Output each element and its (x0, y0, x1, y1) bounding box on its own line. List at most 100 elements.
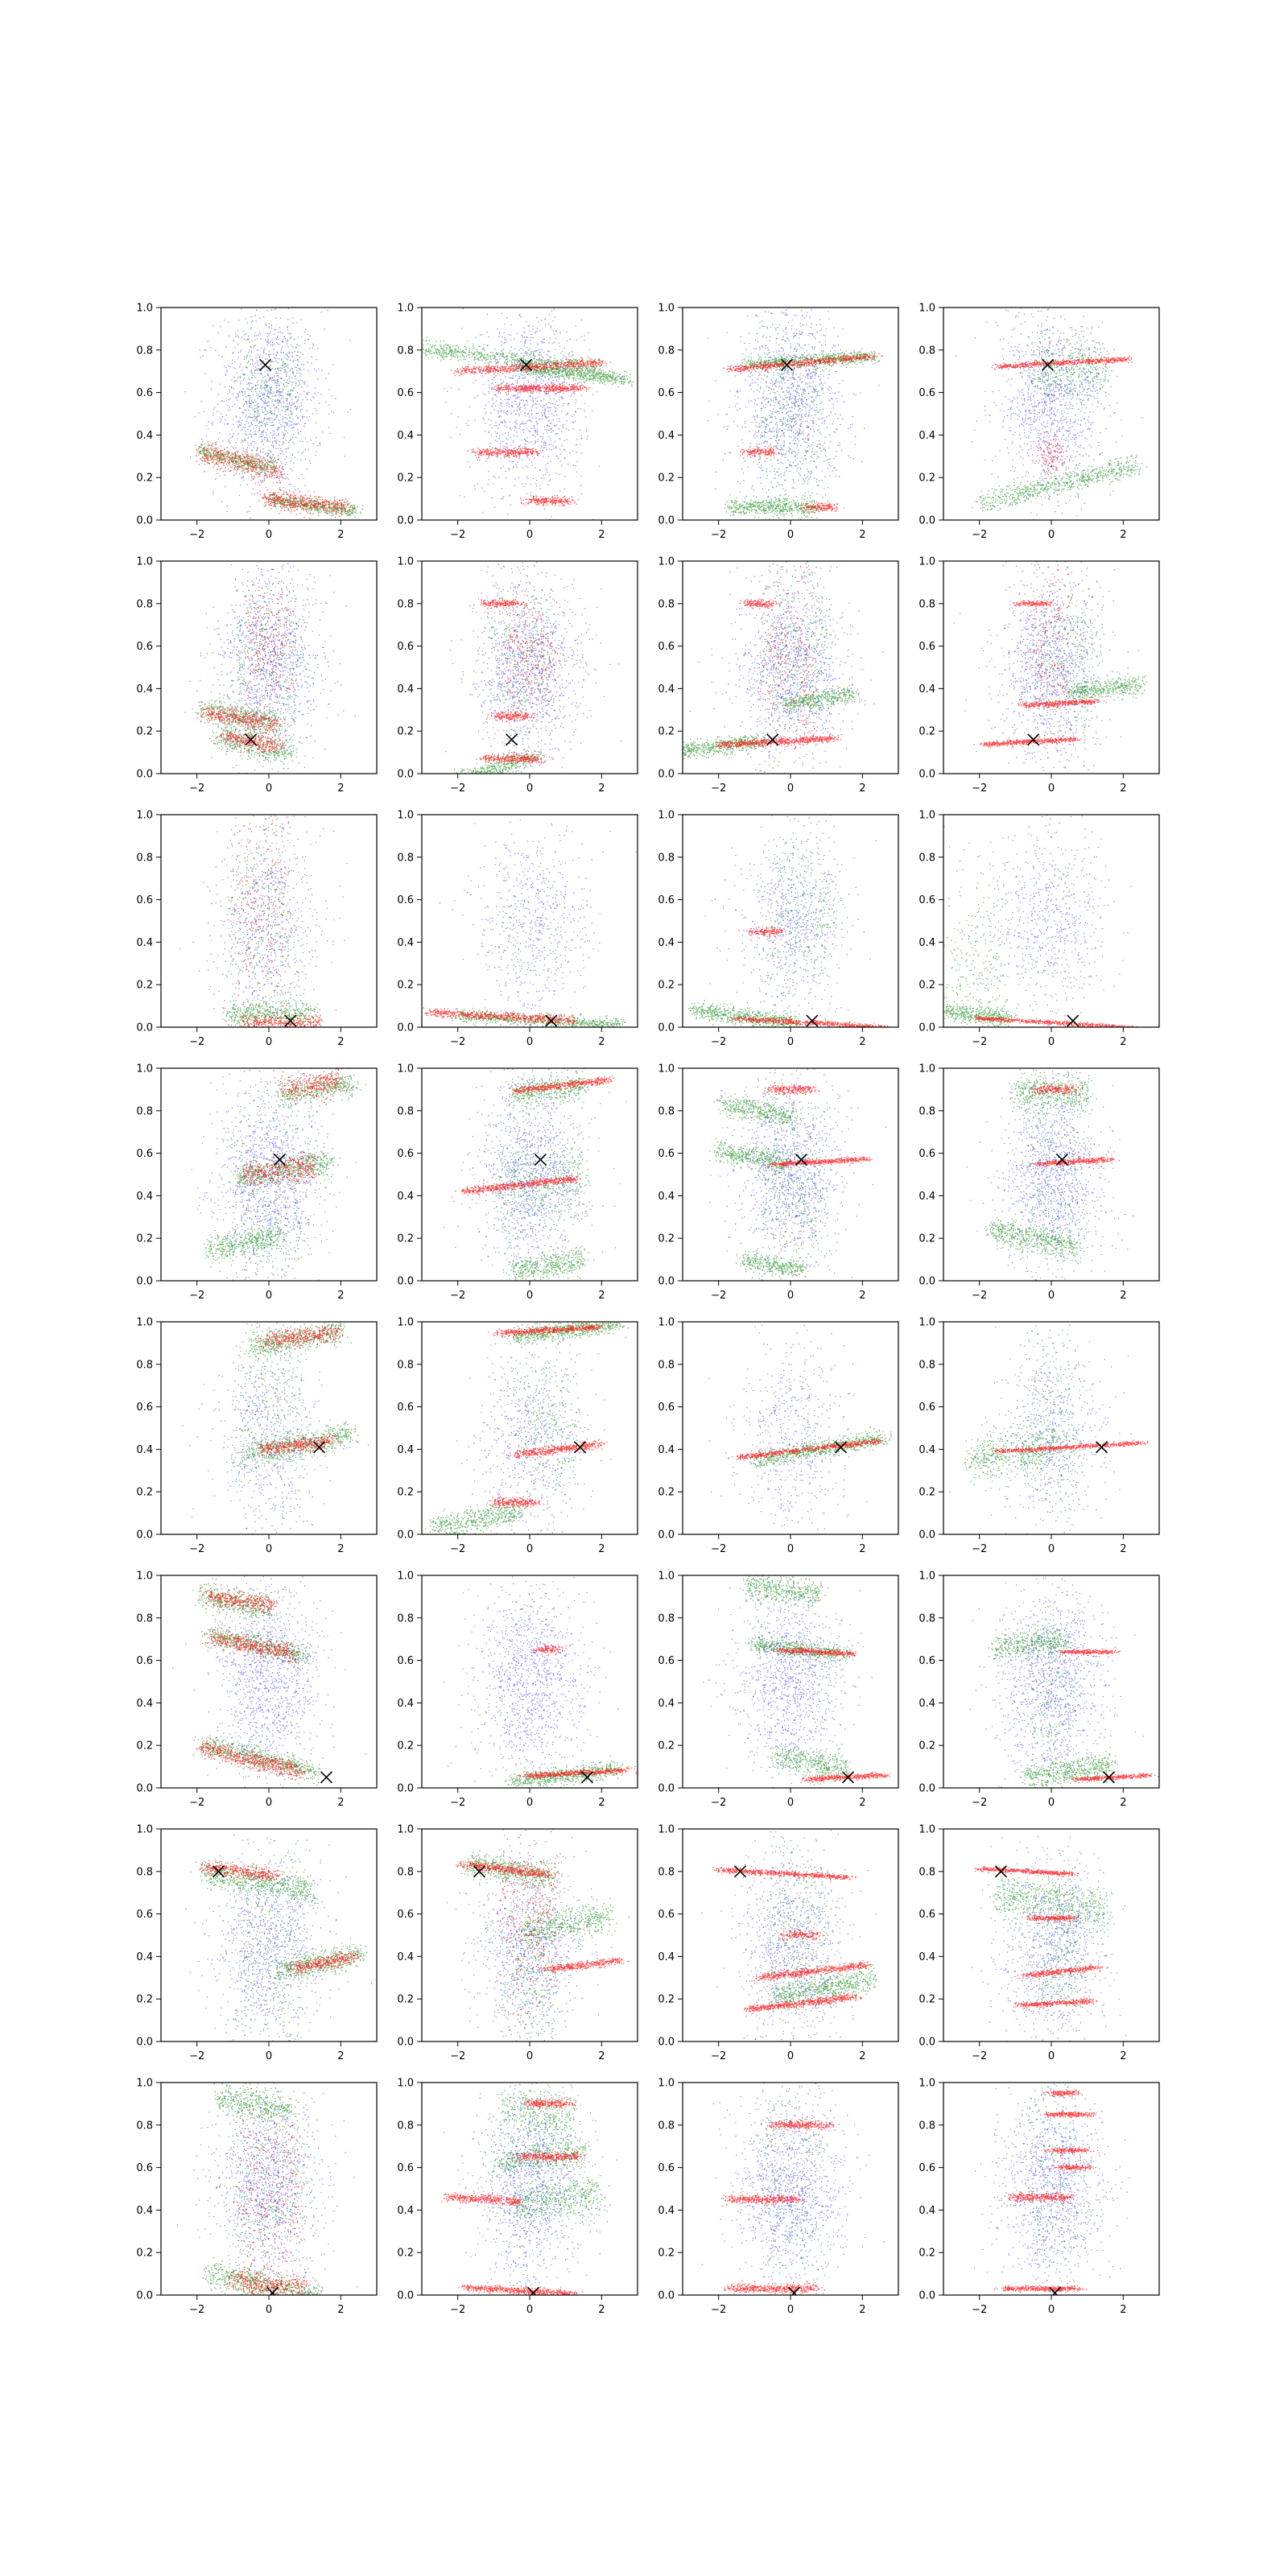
y-tick-label: 1.0 (658, 810, 675, 822)
y-tick-label: 0.4 (658, 430, 675, 442)
secondary-band-points (724, 309, 881, 519)
point-cloud (974, 2083, 1130, 2295)
primary-band-points (728, 1439, 890, 1460)
y-tick-label: 0.8 (658, 1612, 675, 1624)
y-tick-label: 0.8 (397, 852, 414, 864)
x-tick-label: 0 (266, 782, 272, 795)
x-tick-label: 2 (859, 1797, 865, 1809)
x-marker (795, 1153, 807, 1166)
point-cloud (969, 1575, 1159, 1788)
point-cloud (176, 2083, 358, 2295)
x-tick-label: 2 (337, 1797, 344, 1809)
x-marker (766, 733, 779, 746)
y-tick-label: 0.0 (397, 2037, 414, 2049)
y-tick-label: 0.2 (919, 1487, 935, 1499)
y-tick-label: 0.2 (397, 726, 414, 738)
primary-band-points (991, 355, 1133, 479)
x-marker (258, 358, 272, 371)
x-tick-label: −2 (711, 529, 726, 541)
y-tick-label: 0.4 (136, 1191, 153, 1203)
point-cloud (179, 815, 348, 1027)
x-tick-label: 0 (526, 1543, 533, 1555)
axes-frame (160, 1067, 378, 1282)
x-tick-label: 0 (526, 1797, 533, 1809)
y-tick-label: 0.4 (919, 1698, 935, 1710)
y-tick-label: 0.6 (919, 1148, 935, 1160)
y-tick-label: 0.6 (397, 2162, 414, 2174)
y-tick-label: 0.4 (136, 2205, 153, 2217)
point-cloud (971, 1835, 1127, 2041)
secondary-band-points (766, 1831, 877, 2036)
primary-band-points (992, 1439, 1149, 1454)
axes-frame (421, 1575, 638, 1789)
scatter-panel-r6-c4: −2 0 2 0.0 0.2 0.4 0.6 0.8 1.0 (919, 1571, 1160, 1809)
x-marker (284, 1014, 297, 1027)
y-tick-label: 1.0 (136, 1571, 153, 1583)
y-tick-label: 1.0 (136, 556, 153, 568)
point-cloud (422, 308, 634, 520)
y-tick-label: 0.4 (658, 1444, 675, 1456)
y-tick-label: 0.8 (397, 1612, 414, 1624)
axes-frame (421, 2082, 638, 2296)
y-tick-label: 0.2 (658, 980, 675, 992)
y-tick-label: 1.0 (919, 2078, 935, 2090)
secondary-band-points (943, 826, 1017, 1027)
primary-band-points (450, 357, 611, 507)
background-points (975, 815, 1132, 1022)
y-tick-label: 0.2 (919, 1994, 935, 2006)
y-tick-label: 0.8 (658, 1105, 675, 1117)
x-marker (1102, 1771, 1116, 1784)
point-cloud (708, 1324, 893, 1530)
primary-band-points (441, 2097, 586, 2295)
secondary-band-points (688, 815, 838, 1027)
scatter-panel-r6-c3: −2 0 2 0.0 0.2 0.4 0.6 0.8 1.0 (658, 1571, 899, 1809)
x-marker (841, 1771, 855, 1784)
y-tick-label: 0.6 (658, 641, 675, 653)
x-marker (733, 1865, 747, 1878)
x-tick-label: 2 (1120, 529, 1126, 541)
x-tick-label: 2 (859, 1290, 865, 1302)
x-tick-label: 0 (1048, 782, 1055, 795)
axes-frame (943, 1828, 1160, 2042)
scatter-panel-r2-c3: −2 0 2 0.0 0.2 0.4 0.6 0.8 1.0 (658, 556, 899, 795)
x-tick-label: 0 (1048, 1543, 1055, 1555)
y-tick-label: 0.0 (397, 1530, 414, 1542)
y-tick-label: 0.6 (397, 1655, 414, 1667)
axes-frame (160, 1321, 378, 1535)
y-tick-label: 1.0 (397, 1063, 414, 1075)
secondary-band-points (972, 318, 1148, 512)
x-tick-label: 2 (337, 2050, 344, 2062)
primary-band-points (1056, 1648, 1159, 1782)
background-points (456, 1322, 612, 1534)
y-tick-label: 0.0 (136, 2290, 153, 2302)
point-cloud (441, 2083, 617, 2295)
background-points (161, 308, 351, 519)
x-tick-label: 2 (1120, 1797, 1126, 1809)
x-marker (573, 1441, 587, 1454)
y-tick-label: 0.4 (397, 683, 414, 696)
background-points (184, 561, 356, 774)
point-cloud (443, 1068, 627, 1281)
y-tick-label: 0.6 (397, 1402, 414, 1414)
x-tick-label: 2 (337, 1290, 344, 1302)
x-tick-label: 2 (337, 1036, 344, 1048)
y-tick-label: 1.0 (919, 810, 935, 822)
y-tick-label: 0.2 (136, 726, 153, 738)
axes-frame (682, 1575, 899, 1789)
secondary-band-points (985, 1068, 1093, 1281)
x-tick-label: 2 (337, 782, 344, 795)
background-points (689, 561, 884, 772)
x-tick-label: 2 (598, 529, 605, 541)
primary-band-points (199, 1860, 361, 1976)
x-tick-label: −2 (189, 1290, 204, 1302)
point-cloud (966, 1068, 1134, 1281)
x-tick-label: −2 (189, 529, 204, 541)
y-tick-label: 0.6 (136, 2162, 153, 2174)
primary-band-points (423, 1007, 578, 1026)
y-tick-label: 0.8 (658, 852, 675, 864)
y-tick-label: 0.2 (397, 473, 414, 485)
y-tick-label: 0.0 (136, 1783, 153, 1795)
y-tick-label: 0.2 (658, 1487, 675, 1499)
y-tick-label: 0.4 (919, 430, 935, 442)
